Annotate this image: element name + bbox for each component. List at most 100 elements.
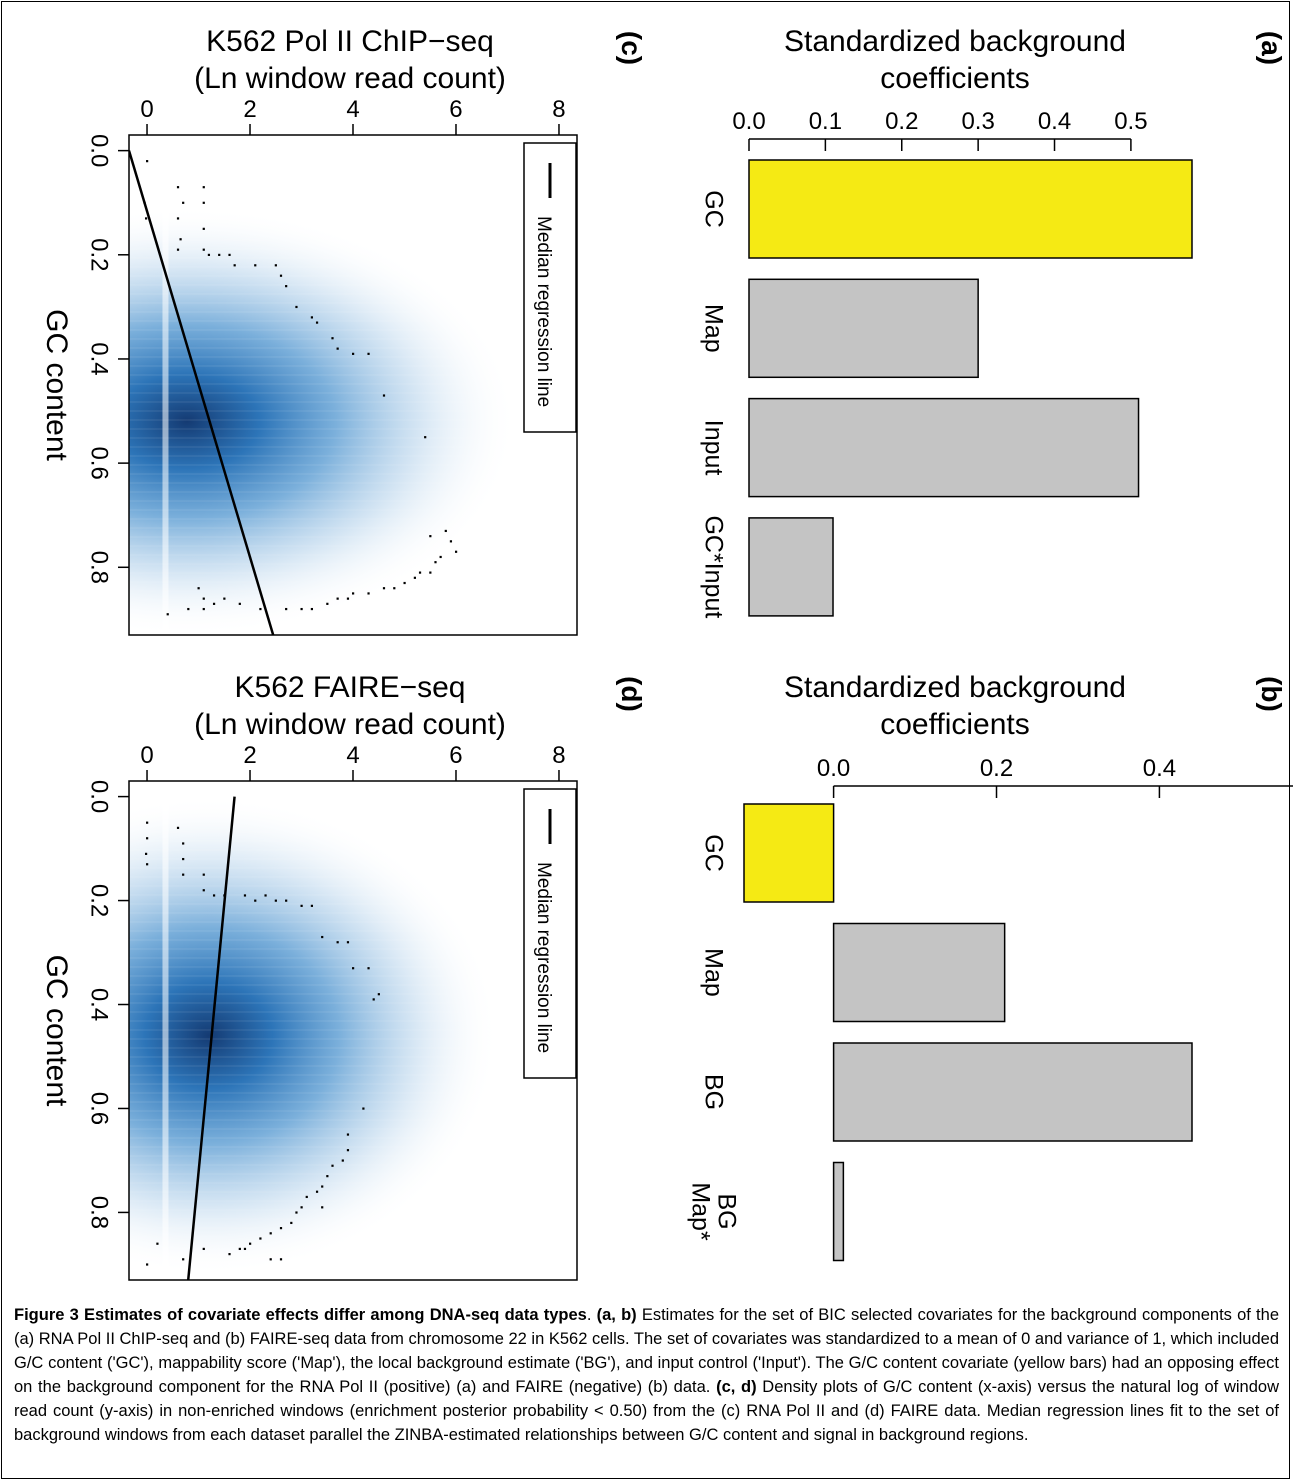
outlier-point xyxy=(254,899,257,902)
outlier-point xyxy=(285,285,288,288)
outlier-point xyxy=(346,1149,350,1152)
chart-title: K562 FAIRE−seq xyxy=(235,671,466,704)
outlier-point xyxy=(202,227,205,230)
category-label: BG xyxy=(712,1193,740,1229)
outlier-point xyxy=(233,264,236,267)
outlier-point xyxy=(295,305,298,309)
outlier-point xyxy=(352,592,355,595)
density-ellipse xyxy=(129,206,517,635)
bar-gc-x-input xyxy=(748,517,834,617)
outlier-point xyxy=(202,607,205,611)
caption-bold-text: (a, b) xyxy=(596,1306,637,1324)
chart-subtitle: (Ln window read count) xyxy=(194,62,506,95)
x-tick-label: 0 xyxy=(140,742,153,769)
outlier-point xyxy=(197,587,200,590)
outlier-point xyxy=(218,253,221,256)
gc-tick-label: 0.8 xyxy=(86,1196,113,1229)
outlier-point xyxy=(182,201,185,204)
tick-label: 0.4 xyxy=(1038,108,1071,135)
outlier-point xyxy=(439,555,442,559)
category-label: Map xyxy=(699,948,727,997)
outlier-point xyxy=(326,1175,329,1178)
outlier-point xyxy=(315,1190,319,1193)
panel-label: (c) xyxy=(616,31,647,65)
outlier-point xyxy=(182,857,185,861)
outlier-point xyxy=(187,607,190,611)
chart-title: coefficients xyxy=(880,62,1030,95)
outlier-point xyxy=(367,352,370,355)
tick-label: 0.4 xyxy=(1143,755,1176,782)
outlier-point xyxy=(228,253,231,256)
outlier-point xyxy=(315,321,319,324)
gc-tick-label: 0.2 xyxy=(86,238,113,271)
outlier-point xyxy=(300,904,303,907)
outlier-point xyxy=(269,1232,272,1235)
outlier-point xyxy=(331,337,334,340)
outlier-point xyxy=(336,347,339,350)
caption-text: . xyxy=(586,1306,597,1324)
outlier-point xyxy=(393,587,396,590)
gc-tick-label: 0.8 xyxy=(86,551,113,584)
outlier-point xyxy=(176,826,180,829)
outlier-point xyxy=(346,941,350,944)
outlier-point xyxy=(146,863,149,866)
category-label: GC xyxy=(699,190,727,228)
outlier-point xyxy=(259,1237,262,1240)
x-tick-label: 4 xyxy=(346,742,359,769)
outlier-point xyxy=(182,1258,185,1261)
bar-map-x-bg xyxy=(832,1161,845,1262)
outlier-point xyxy=(144,852,148,855)
density-gap xyxy=(162,135,169,635)
tick-label: 0.0 xyxy=(732,108,765,135)
regression-line xyxy=(129,150,275,635)
outlier-point xyxy=(305,1195,308,1199)
outlier-point xyxy=(166,613,169,616)
outlier-point xyxy=(259,607,262,611)
category-label: GC xyxy=(699,834,727,872)
outlier-point xyxy=(264,894,267,897)
outlier-point xyxy=(367,967,370,970)
x-tick-label: 2 xyxy=(243,742,256,769)
x-tick-label: 0 xyxy=(140,96,153,123)
outlier-point xyxy=(146,837,149,840)
outlier-point xyxy=(367,592,370,595)
bar-input xyxy=(748,397,1140,498)
gc-tick-label: 0.0 xyxy=(86,780,113,813)
gc-tick-label: 0.4 xyxy=(86,342,113,375)
bar-map xyxy=(832,922,1006,1023)
tick-label: 0.3 xyxy=(961,108,994,135)
outlier-point xyxy=(182,873,185,876)
outlier-point xyxy=(144,217,148,220)
density-cloud xyxy=(129,781,577,1280)
outlier-point xyxy=(146,1263,149,1266)
tick-label: 0.0 xyxy=(817,755,850,782)
x-tick-label: 6 xyxy=(449,742,462,769)
outlier-point xyxy=(274,264,277,267)
y-axis-label: GC content xyxy=(40,309,73,461)
outlier-point xyxy=(300,607,303,611)
category-label: Input xyxy=(699,420,727,476)
bar-panel-a: Standardized background coefficients (a) 0.… xyxy=(699,25,1287,618)
gc-tick-label: 0.6 xyxy=(86,446,113,479)
outlier-point xyxy=(202,201,205,204)
bar-bg xyxy=(832,1042,1193,1142)
category-label: Map* xyxy=(686,1182,714,1241)
outlier-point xyxy=(285,607,288,611)
outlier-point xyxy=(249,1242,252,1245)
outlier-point xyxy=(254,264,257,267)
outlier-point xyxy=(352,352,355,355)
gc-tick-label: 0.2 xyxy=(86,884,113,917)
outlier-point xyxy=(403,581,406,585)
outlier-point xyxy=(429,571,432,574)
outlier-point xyxy=(182,842,185,845)
density-ellipse xyxy=(129,795,499,1276)
outlier-point xyxy=(279,1258,283,1261)
caption-text: Estimates for the set of BIC selected co… xyxy=(14,1306,1279,1396)
density-cloud xyxy=(129,135,577,635)
density-gap xyxy=(162,781,169,1280)
chart-title: K562 Pol II ChIP−seq xyxy=(206,25,494,58)
y-axis-label: GC content xyxy=(40,955,73,1107)
x-tick-label: 4 xyxy=(346,96,359,123)
outlier-point xyxy=(279,1227,283,1230)
